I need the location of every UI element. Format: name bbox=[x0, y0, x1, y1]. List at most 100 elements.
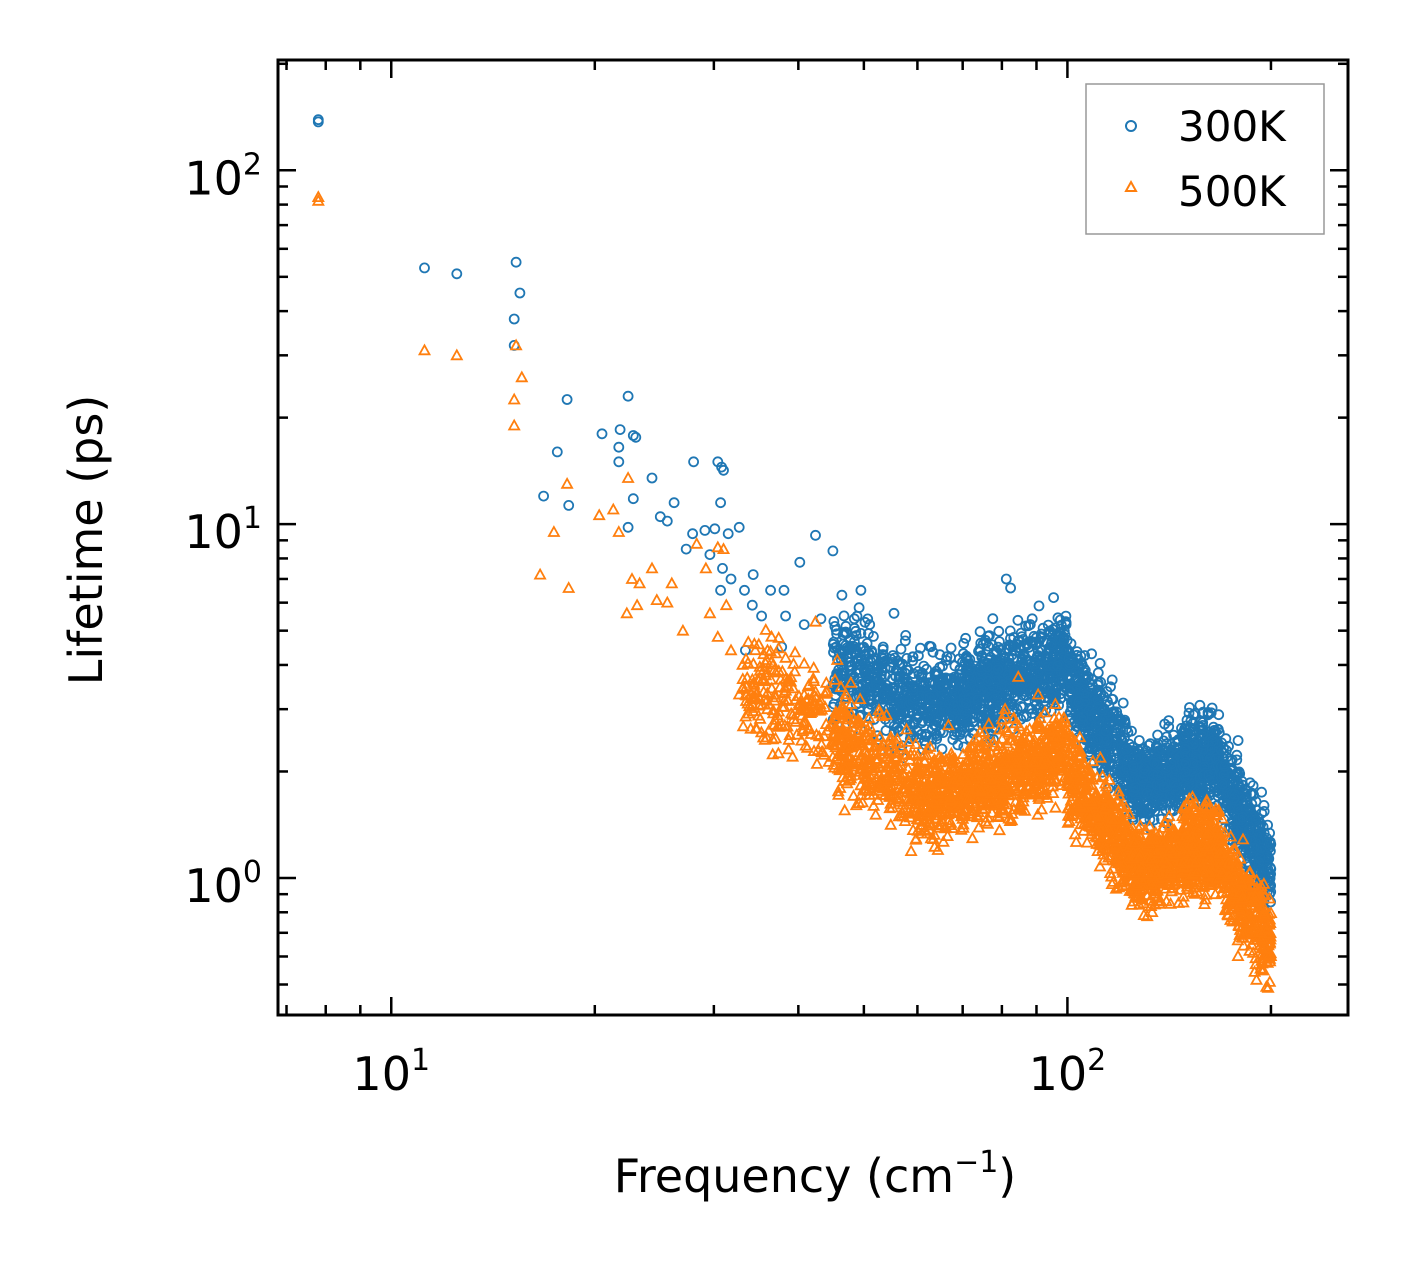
data-point-300k bbox=[910, 682, 922, 693]
data-point-300k bbox=[687, 528, 698, 540]
data-point-500k bbox=[515, 370, 529, 383]
data-point-300k bbox=[827, 545, 839, 557]
data-point-300k bbox=[862, 613, 874, 625]
data-point-300k bbox=[960, 664, 972, 676]
data-point-300k bbox=[934, 681, 946, 693]
data-point-300k bbox=[630, 431, 642, 443]
data-point-500k bbox=[711, 630, 725, 642]
data-point-300k bbox=[1119, 718, 1131, 730]
data-point-500k bbox=[630, 598, 644, 611]
data-point-300k bbox=[979, 695, 991, 706]
data-point-300k bbox=[888, 701, 900, 713]
data-point-300k bbox=[829, 621, 841, 632]
data-point-300k bbox=[1112, 748, 1124, 759]
data-point-300k bbox=[1115, 765, 1126, 776]
data-point-300k bbox=[970, 702, 982, 713]
data-point-500k bbox=[645, 561, 659, 574]
data-point-300k bbox=[924, 692, 936, 703]
data-point-300k bbox=[837, 647, 849, 658]
data-point-300k bbox=[974, 626, 986, 638]
data-point-300k bbox=[988, 647, 1000, 658]
data-point-300k bbox=[983, 654, 995, 666]
data-point-300k bbox=[1100, 757, 1111, 769]
data-point-300k bbox=[997, 689, 1008, 701]
data-point-300k bbox=[1086, 648, 1097, 660]
data-point-300k bbox=[952, 739, 964, 751]
data-point-500k bbox=[621, 471, 635, 483]
data-point-300k bbox=[1113, 759, 1124, 770]
data-point-300k bbox=[419, 262, 430, 274]
data-point-300k bbox=[1048, 592, 1059, 603]
data-point-300k bbox=[959, 708, 970, 720]
data-point-300k bbox=[1101, 686, 1113, 697]
data-point-300k bbox=[622, 521, 634, 533]
data-point-300k bbox=[514, 287, 526, 299]
data-point-300k bbox=[1064, 657, 1076, 669]
data-point-300k bbox=[989, 675, 1001, 687]
data-point-300k bbox=[1078, 711, 1089, 722]
data-point-300k bbox=[829, 642, 840, 654]
data-point-300k bbox=[1097, 705, 1108, 716]
data-point-300k bbox=[627, 430, 639, 441]
data-point-300k bbox=[861, 676, 873, 688]
data-point-500k bbox=[699, 561, 713, 574]
data-point-300k bbox=[1092, 733, 1104, 745]
data-point-300k bbox=[1090, 721, 1102, 732]
data-point-300k bbox=[1029, 658, 1041, 670]
data-point-300k bbox=[848, 647, 860, 658]
data-point-300k bbox=[1117, 697, 1129, 709]
data-point-300k bbox=[1050, 692, 1062, 703]
data-point-300k bbox=[893, 713, 904, 725]
data-point-300k bbox=[907, 705, 918, 717]
data-point-300k bbox=[916, 728, 927, 740]
data-point-300k bbox=[746, 599, 758, 611]
data-point-300k bbox=[888, 607, 900, 619]
data-point-500k bbox=[807, 660, 821, 673]
data-point-300k bbox=[920, 728, 931, 740]
data-point-500k bbox=[759, 623, 773, 635]
data-point-500k bbox=[507, 418, 521, 431]
data-point-300k bbox=[798, 619, 810, 630]
data-point-500k bbox=[808, 614, 823, 627]
data-point-300k bbox=[1025, 677, 1037, 689]
data-point-300k bbox=[1155, 797, 1167, 809]
data-point-500k bbox=[676, 623, 690, 636]
data-point-300k bbox=[981, 661, 993, 673]
data-point-300k bbox=[863, 649, 875, 660]
data-point-300k bbox=[905, 726, 916, 738]
data-point-300k bbox=[733, 521, 745, 533]
data-point-300k bbox=[1094, 658, 1106, 669]
data-point-500k bbox=[625, 572, 639, 584]
data-point-300k bbox=[1079, 695, 1091, 707]
data-point-300k bbox=[717, 563, 728, 574]
data-point-300k bbox=[853, 602, 865, 614]
data-point-300k bbox=[563, 499, 575, 511]
data-point-300k bbox=[1039, 682, 1050, 693]
data-point-300k bbox=[831, 628, 842, 640]
data-point-500k bbox=[620, 606, 634, 619]
data-point-300k bbox=[510, 256, 522, 268]
data-point-300k bbox=[974, 661, 986, 673]
data-point-300k bbox=[1232, 735, 1244, 746]
data-point-300k bbox=[596, 428, 608, 440]
data-point-300k bbox=[1163, 721, 1175, 733]
data-point-300k bbox=[1120, 744, 1132, 755]
data-point-500k bbox=[846, 788, 861, 801]
data-point-300k bbox=[1044, 625, 1056, 637]
data-point-300k bbox=[839, 670, 851, 682]
data-point-300k bbox=[1070, 675, 1082, 687]
data-point-300k bbox=[1008, 692, 1020, 704]
data-point-500k bbox=[690, 536, 704, 549]
data-point-300k bbox=[838, 627, 850, 638]
data-point-300k bbox=[907, 651, 919, 663]
data-point-300k bbox=[780, 610, 791, 622]
data-point-300k bbox=[1133, 735, 1145, 746]
data-point-500k bbox=[562, 581, 576, 593]
data-point-300k bbox=[1064, 674, 1075, 685]
data-point-300k bbox=[984, 705, 996, 717]
data-point-300k bbox=[959, 677, 970, 689]
data-point-300k bbox=[1150, 797, 1162, 809]
data-point-500k bbox=[606, 502, 620, 515]
data-point-500k bbox=[797, 656, 811, 669]
data-point-500k bbox=[547, 525, 561, 537]
